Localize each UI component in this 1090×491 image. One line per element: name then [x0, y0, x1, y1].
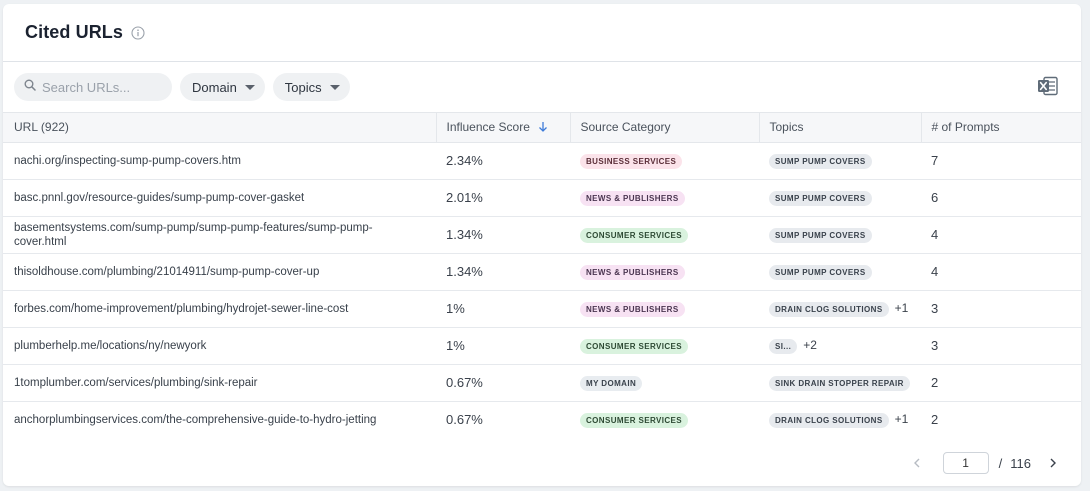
url-cell[interactable]: basementsystems.com/sump-pump/sump-pump-… — [14, 221, 373, 248]
table-row[interactable]: 1tomplumber.com/services/plumbing/sink-r… — [3, 364, 1081, 401]
column-header-influence-score[interactable]: Influence Score — [436, 113, 571, 142]
prompts-count-cell: 2 — [931, 412, 939, 428]
table-row[interactable]: nachi.org/inspecting-sump-pump-covers.ht… — [3, 142, 1081, 179]
topic-badge: SINK DRAIN STOPPER REPAIR — [769, 375, 910, 391]
category-badge: BUSINESS SERVICES — [580, 153, 683, 169]
domain-filter-label: Domain — [192, 79, 237, 95]
topic-badge: DRAIN CLOG SOLUTIONS — [769, 301, 889, 317]
topic-badge: DRAIN CLOG SOLUTIONS — [769, 412, 889, 428]
prompts-count-cell: 3 — [931, 301, 939, 316]
excel-export-icon[interactable] — [1037, 76, 1059, 101]
influence-score-cell: 1.34% — [446, 227, 483, 242]
table-row[interactable]: plumberhelp.me/locations/ny/newyork 1% C… — [3, 327, 1081, 364]
influence-score-cell: 0.67% — [446, 412, 483, 428]
url-cell[interactable]: thisoldhouse.com/plumbing/21014911/sump-… — [14, 265, 320, 278]
prompts-count-cell: 3 — [931, 338, 939, 353]
category-badge: CONSUMER SERVICES — [580, 227, 689, 243]
url-cell[interactable]: anchorplumbingservices.com/the-comprehen… — [14, 413, 377, 426]
category-badge: NEWS & PUBLISHERS — [580, 190, 685, 206]
category-badge: CONSUMER SERVICES — [580, 338, 689, 354]
table-header-row: URL (922) Influence Score Source Categor… — [3, 113, 1081, 142]
table-row[interactable]: basementsystems.com/sump-pump/sump-pump-… — [3, 216, 1081, 253]
more-topics-count[interactable]: +2 — [803, 337, 817, 352]
column-header-url[interactable]: URL (922) — [3, 113, 437, 142]
card-header: Cited URLs — [3, 4, 1081, 62]
pagination: / 116 — [907, 452, 1063, 474]
topic-badge: SUMP PUMP COVERS — [769, 227, 872, 243]
table-row[interactable]: basc.pnnl.gov/resource-guides/sump-pump-… — [3, 179, 1081, 216]
topic-badge: SUMP PUMP COVERS — [769, 190, 872, 206]
chevron-right-icon[interactable] — [1043, 453, 1063, 473]
topic-badge: SUMP PUMP COVERS — [769, 264, 872, 280]
table-row[interactable]: anchorplumbingservices.com/the-comprehen… — [3, 401, 1081, 438]
influence-score-cell: 2.34% — [446, 153, 483, 168]
topic-badge: SUMP PUMP COVERS — [769, 153, 872, 169]
info-icon[interactable] — [131, 25, 145, 40]
chevron-down-icon — [244, 84, 255, 90]
more-topics-count[interactable]: +1 — [894, 300, 909, 315]
url-cell[interactable]: 1tomplumber.com/services/plumbing/sink-r… — [14, 376, 258, 389]
cited-urls-card: Cited URLs Domain Topics — [3, 4, 1081, 486]
search-input[interactable] — [42, 79, 162, 95]
category-badge: NEWS & PUBLISHERS — [580, 301, 685, 317]
more-topics-count[interactable]: +1 — [894, 411, 909, 426]
search-icon — [24, 78, 36, 96]
page-number-input[interactable] — [942, 452, 989, 474]
category-badge: NEWS & PUBLISHERS — [580, 264, 685, 280]
influence-score-cell: 1.34% — [446, 264, 483, 279]
table-row[interactable]: thisoldhouse.com/plumbing/21014911/sump-… — [3, 253, 1081, 290]
topics-filter-dropdown[interactable]: Topics — [272, 73, 350, 101]
column-header-topics[interactable]: Topics — [759, 113, 922, 142]
column-header-source-category[interactable]: Source Category — [570, 113, 760, 142]
prompts-count-cell: 7 — [931, 153, 939, 168]
influence-score-cell: 2.01% — [446, 190, 483, 205]
influence-score-cell: 1% — [446, 338, 465, 353]
topic-badge: SI... — [769, 338, 798, 354]
url-cell[interactable]: forbes.com/home-improvement/plumbing/hyd… — [14, 302, 349, 315]
column-header-prompts[interactable]: # of Prompts — [931, 120, 1000, 135]
prompts-count-cell: 4 — [931, 264, 939, 279]
influence-score-cell: 0.67% — [446, 375, 483, 390]
domain-filter-dropdown[interactable]: Domain — [180, 73, 265, 101]
chevron-left-icon[interactable] — [907, 453, 927, 473]
cited-urls-table: URL (922) Influence Score Source Categor… — [3, 113, 1081, 438]
topics-filter-label: Topics — [284, 79, 322, 95]
sort-down-icon[interactable] — [538, 121, 548, 135]
url-cell[interactable]: nachi.org/inspecting-sump-pump-covers.ht… — [14, 154, 241, 167]
table-row[interactable]: forbes.com/home-improvement/plumbing/hyd… — [3, 290, 1081, 327]
prompts-count-cell: 2 — [931, 375, 939, 390]
chevron-down-icon — [329, 84, 340, 90]
page-total: 116 — [1010, 455, 1031, 471]
page-separator: / — [998, 455, 1003, 471]
page-title: Cited URLs — [25, 22, 124, 42]
prompts-count-cell: 6 — [931, 190, 939, 205]
url-cell[interactable]: basc.pnnl.gov/resource-guides/sump-pump-… — [14, 191, 305, 204]
category-badge: CONSUMER SERVICES — [580, 412, 689, 428]
toolbar: Domain Topics — [3, 62, 1081, 113]
prompts-count-cell: 4 — [931, 227, 939, 242]
category-badge: MY DOMAIN — [580, 375, 643, 391]
search-box[interactable] — [14, 73, 172, 101]
url-cell[interactable]: plumberhelp.me/locations/ny/newyork — [14, 339, 207, 352]
influence-score-cell: 1% — [446, 301, 465, 316]
